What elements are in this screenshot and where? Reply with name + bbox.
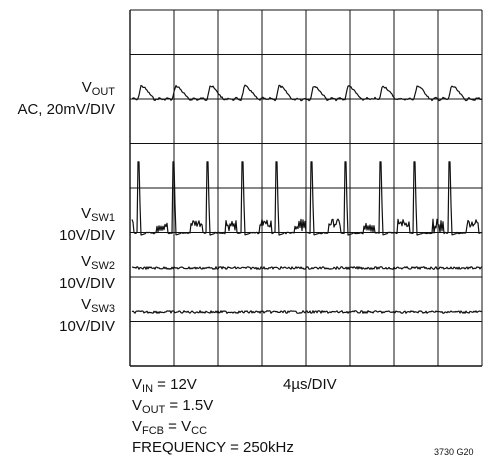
trace-label-vsw1: VSW1 10V/DIV [59, 205, 115, 244]
condition-vout: VOUT = 1.5V [132, 397, 214, 416]
figure-code: 3730 G20 [434, 447, 474, 457]
trace-label-vout: VOUT AC, 20mV/DIV [17, 79, 115, 118]
condition-frequency: FREQUENCY = 250kHz [132, 439, 294, 456]
condition-vfcb: VFCB = VCC [132, 418, 208, 437]
condition-vin: VIN = 12V [132, 376, 197, 395]
trace-vsw3 [131, 310, 483, 314]
trace-label-vsw2: VSW2 10V/DIV [59, 253, 115, 292]
scope-traces [131, 84, 483, 314]
trace-vsw1 [131, 161, 483, 236]
trace-vsw2 [131, 266, 483, 270]
trace-vout [131, 84, 482, 102]
trace-label-vsw3: VSW3 10V/DIV [59, 296, 115, 335]
timebase-label: 4µs/DIV [283, 376, 337, 393]
